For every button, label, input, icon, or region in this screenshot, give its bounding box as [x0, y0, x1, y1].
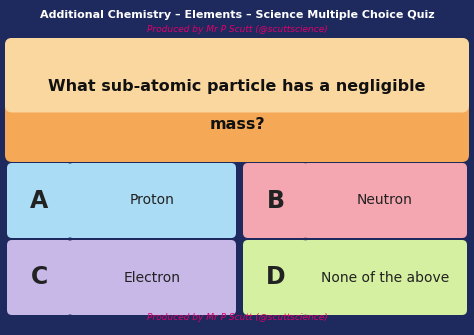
FancyBboxPatch shape [243, 163, 308, 238]
Text: None of the above: None of the above [321, 270, 449, 284]
Text: C: C [31, 266, 48, 289]
Text: Produced by Mr P Scutt (@scuttscience): Produced by Mr P Scutt (@scuttscience) [146, 314, 328, 323]
Text: What sub-atomic particle has a negligible: What sub-atomic particle has a negligibl… [48, 79, 426, 94]
FancyBboxPatch shape [243, 240, 308, 315]
FancyBboxPatch shape [5, 38, 469, 113]
Text: D: D [266, 266, 285, 289]
Text: Electron: Electron [124, 270, 181, 284]
FancyBboxPatch shape [5, 38, 469, 162]
Text: A: A [30, 189, 49, 212]
FancyBboxPatch shape [68, 163, 236, 238]
Text: Proton: Proton [129, 194, 174, 207]
Text: Produced by Mr P Scutt (@scuttscience): Produced by Mr P Scutt (@scuttscience) [146, 25, 328, 35]
Text: Additional Chemistry – Elements – Science Multiple Choice Quiz: Additional Chemistry – Elements – Scienc… [40, 10, 434, 20]
FancyBboxPatch shape [68, 240, 236, 315]
Text: B: B [266, 189, 284, 212]
FancyBboxPatch shape [7, 163, 72, 238]
FancyBboxPatch shape [7, 240, 72, 315]
Text: Neutron: Neutron [357, 194, 413, 207]
FancyBboxPatch shape [303, 163, 467, 238]
Text: mass?: mass? [209, 117, 265, 132]
FancyBboxPatch shape [303, 240, 467, 315]
